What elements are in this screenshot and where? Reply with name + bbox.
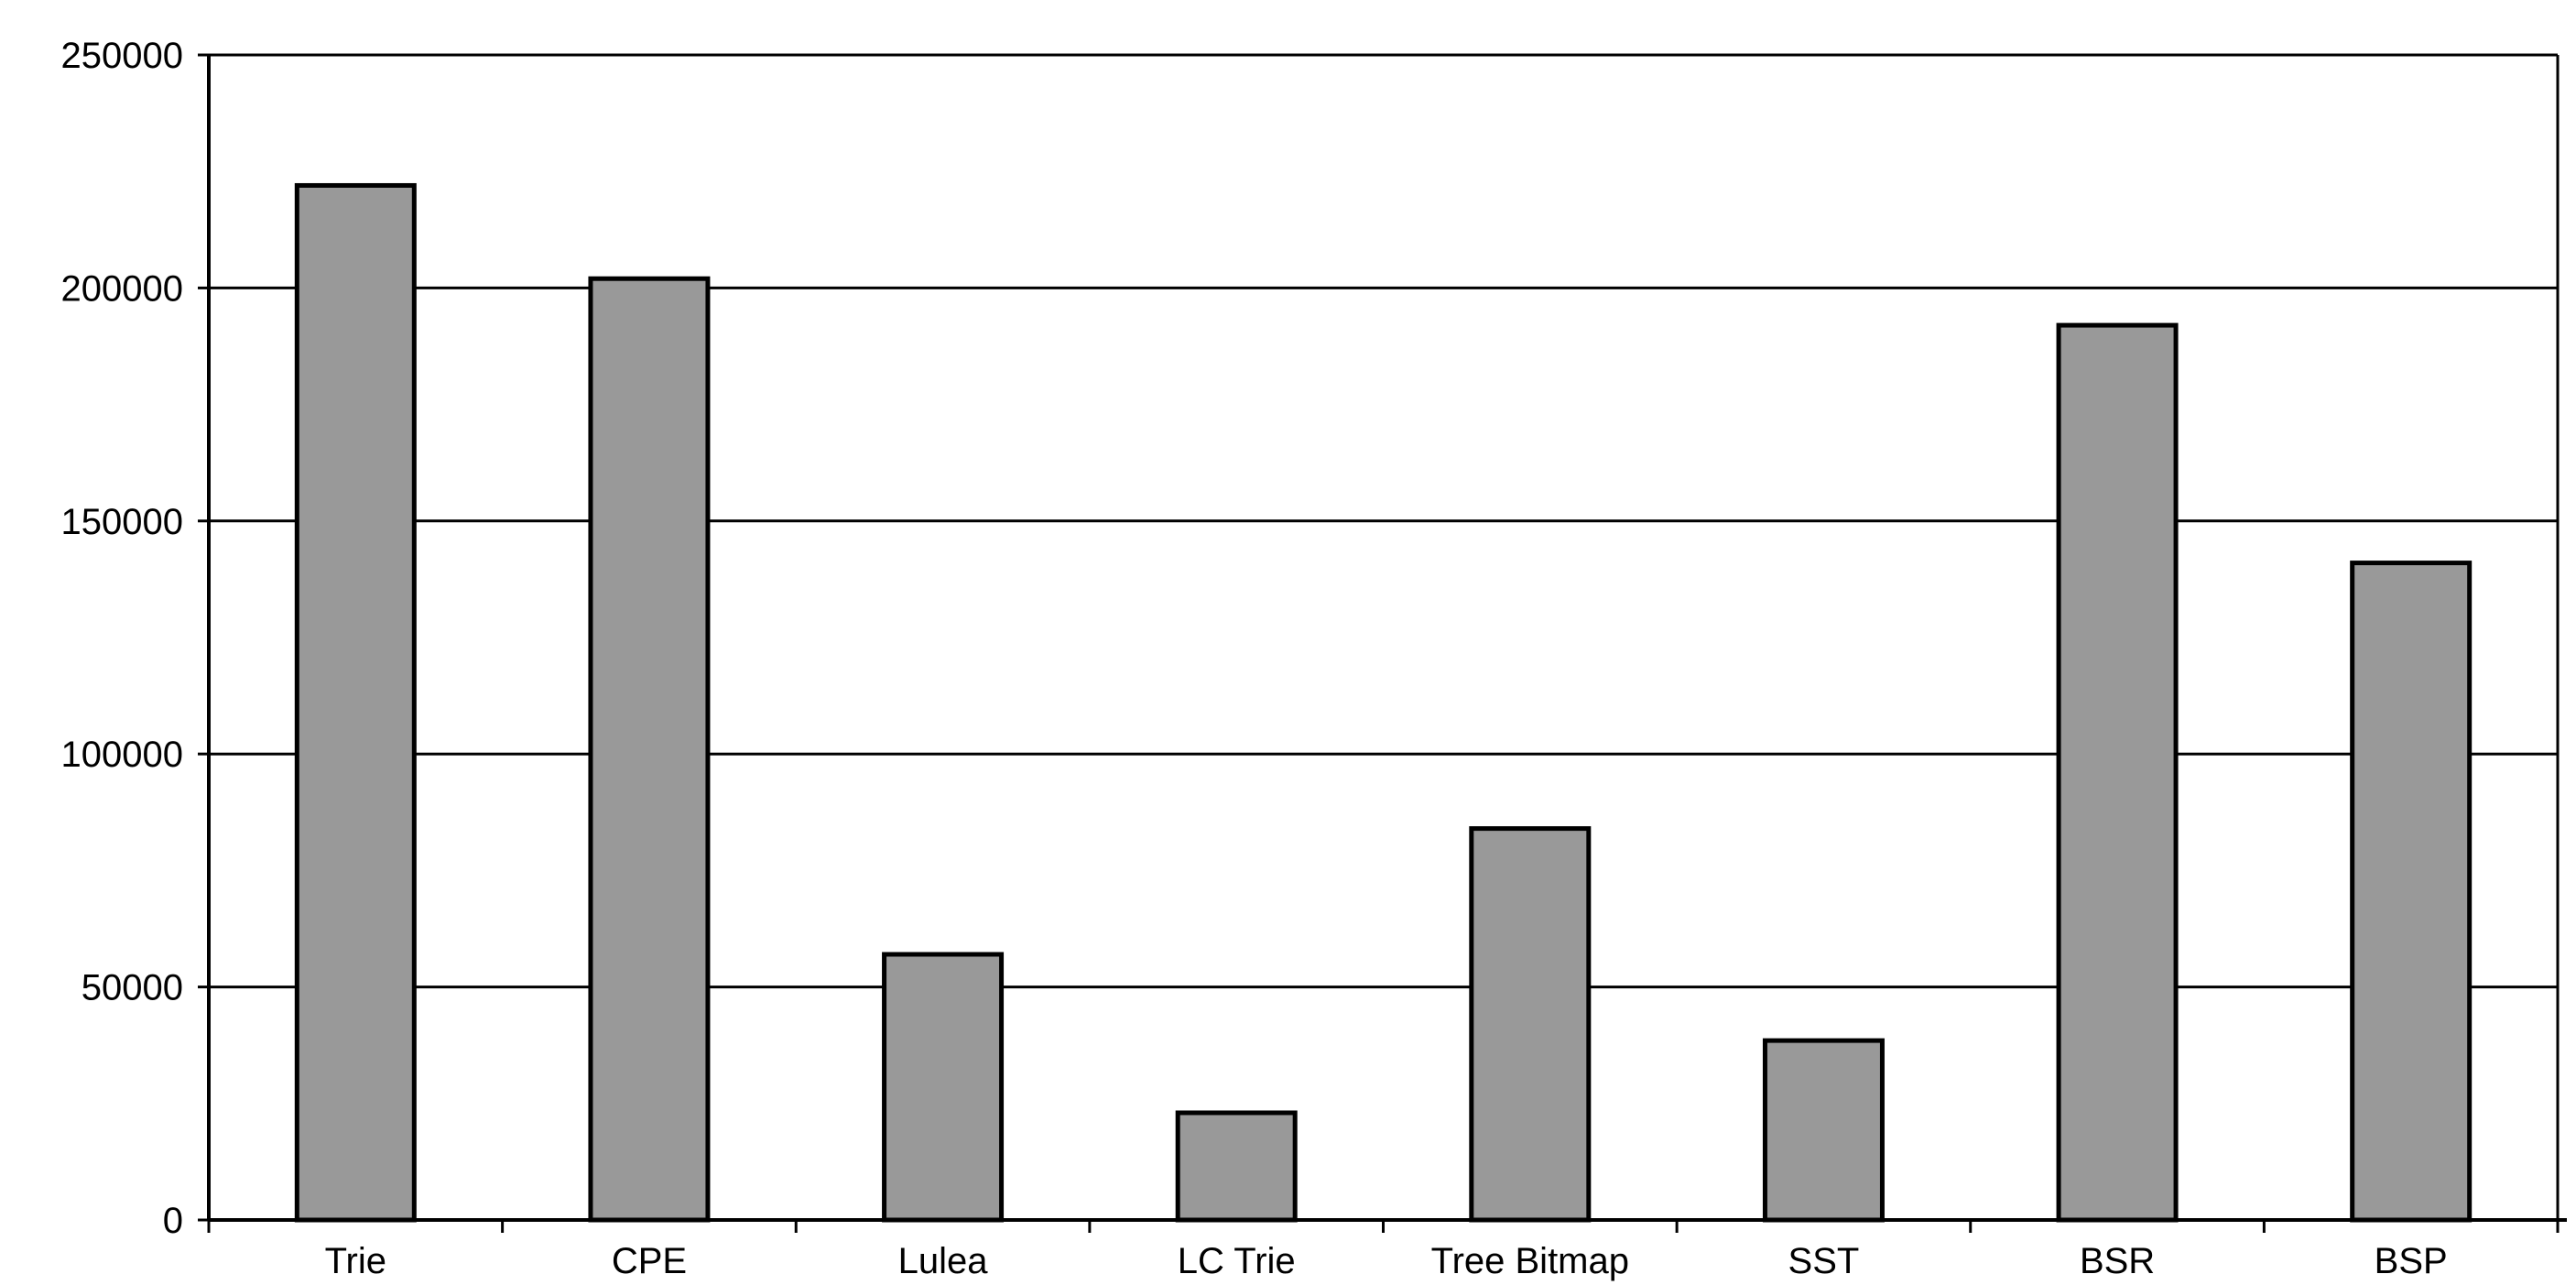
bar-lc-trie [1175,1110,1298,1223]
bar-lulea [882,952,1005,1223]
x-tick-label-sst: SST [1788,1241,1860,1281]
y-tick-label-150000: 150000 [61,502,183,542]
x-tick-label-trie: Trie [325,1241,386,1281]
y-tick-label-50000: 50000 [82,968,183,1008]
x-tick-label-lc-trie: LC Trie [1178,1241,1296,1281]
x-tick-label-tree-bitmap: Tree Bitmap [1431,1241,1629,1281]
y-tick-label-250000: 250000 [61,36,183,76]
x-axis-ticks: Trie CPE Lulea LC Trie Tree Bitmap SST BSR BSP [207,1220,2560,1281]
y-tick-label-200000: 200000 [61,268,183,309]
bar-tree-bitmap [1469,826,1592,1223]
y-tick-label-0: 0 [163,1201,183,1241]
bar-sst [1762,1038,1885,1223]
axes [207,53,2567,1222]
bar-trie [294,182,417,1223]
x-tick-label-cpe: CPE [612,1241,687,1281]
grid-lines [209,53,2558,989]
bars [294,182,2473,1223]
bar-cpe [588,276,711,1223]
y-tick-label-100000: 100000 [61,735,183,775]
x-tick-label-lulea: Lulea [898,1241,989,1281]
y-axis-ticks: 0 50000 100000 150000 200000 250000 [61,36,209,1241]
x-tick-label-bsp: BSP [2375,1241,2448,1281]
bar-bsr [2056,322,2179,1223]
x-tick-label-bsr: BSR [2080,1241,2155,1281]
bar-bsp [2350,561,2473,1223]
